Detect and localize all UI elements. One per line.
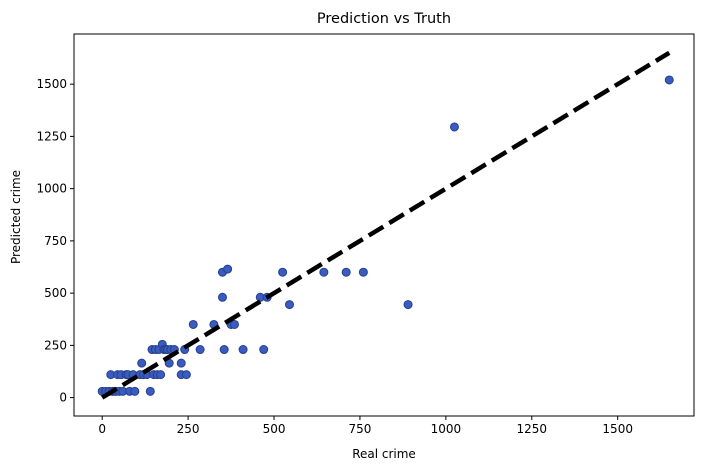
x-tick-label-6: 1500	[602, 422, 633, 436]
data-point-54	[341, 267, 351, 277]
data-point-57	[449, 122, 459, 132]
data-point-26	[156, 370, 166, 380]
data-point-47	[238, 345, 248, 355]
y-tick-label-6: 1500	[36, 77, 67, 91]
data-point-42	[217, 292, 227, 302]
y-tick-label-0: 0	[59, 391, 67, 405]
chart-marks	[97, 50, 674, 400]
y-tick-label-5: 1250	[36, 129, 67, 143]
x-tick-label-3: 750	[348, 422, 371, 436]
data-point-49	[259, 345, 269, 355]
data-point-37	[181, 370, 191, 380]
data-point-53	[319, 267, 329, 277]
data-point-38	[188, 319, 198, 329]
plot-frame	[73, 33, 695, 417]
data-point-51	[278, 267, 288, 277]
data-point-52	[284, 300, 294, 310]
x-tick-label-5: 1250	[517, 422, 548, 436]
x-axis-label: Real crime	[352, 447, 416, 461]
data-point-15	[130, 386, 140, 396]
data-point-44	[223, 264, 233, 274]
y-tick-label-1: 250	[44, 338, 67, 352]
data-point-55	[358, 267, 368, 277]
y-tick-label-2: 500	[44, 286, 67, 300]
data-point-20	[145, 386, 155, 396]
data-point-39	[195, 345, 205, 355]
x-tick-label-4: 1000	[431, 422, 462, 436]
chart-axes: 0 250 500 750 1000 1250 1500 0 250 500 750 1000 1250…	[36, 33, 695, 436]
data-point-58	[664, 75, 674, 85]
y-tick-label-4: 1000	[36, 182, 67, 196]
x-tick-label-2: 500	[263, 422, 286, 436]
data-point-17	[137, 358, 147, 368]
x-tick-label-0: 0	[98, 422, 106, 436]
data-point-56	[403, 300, 413, 310]
x-tick-label-1: 250	[177, 422, 200, 436]
reference-line	[101, 50, 671, 400]
y-tick-label-3: 750	[44, 234, 67, 248]
y-axis-label: Predicted crime	[9, 170, 23, 264]
data-point-35	[176, 358, 186, 368]
chart-title: Prediction vs Truth	[317, 11, 451, 27]
data-point-46	[229, 319, 239, 329]
data-point-43	[219, 345, 229, 355]
